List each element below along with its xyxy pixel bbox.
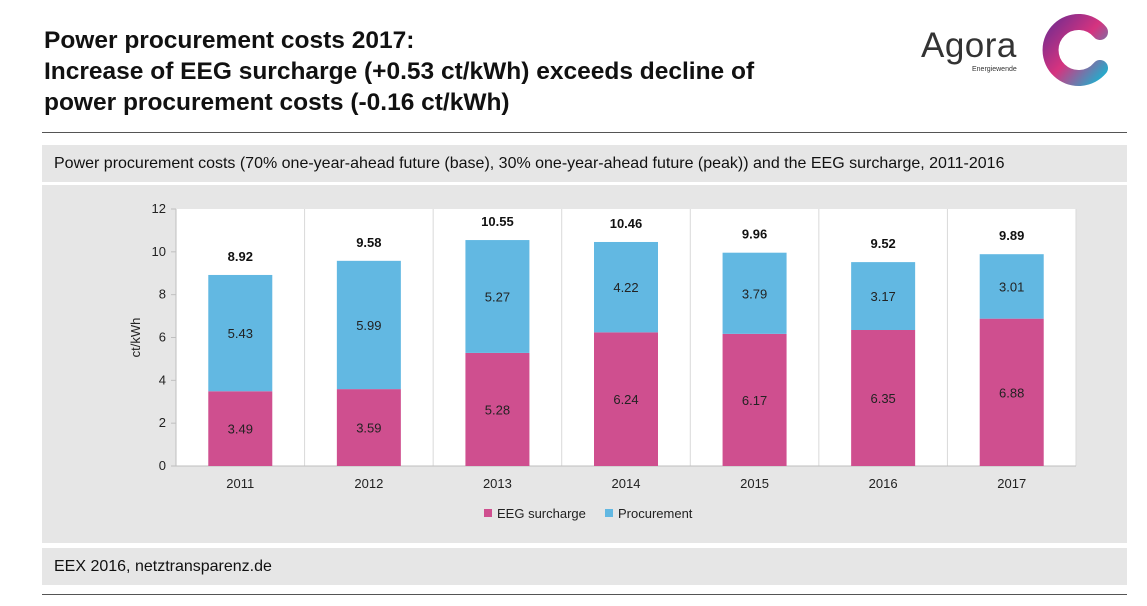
title-line-1: Power procurement costs 2017:	[44, 27, 415, 54]
bar-procurement	[851, 262, 916, 331]
y-tick-label: 8	[159, 287, 166, 302]
bar-data-label: 3.79	[742, 286, 767, 301]
logo-c-icon	[1042, 14, 1108, 86]
y-tick-label: 0	[159, 458, 166, 473]
bar-eeg-surcharge	[851, 330, 916, 466]
bar-data-label: 3.59	[356, 421, 381, 436]
bar-eeg-surcharge	[208, 391, 273, 466]
y-tick-label: 6	[159, 330, 166, 345]
bar-total-label: 9.89	[999, 228, 1024, 243]
bar-procurement	[465, 240, 530, 353]
bar-eeg-surcharge	[465, 352, 530, 466]
bar-procurement	[979, 254, 1044, 319]
x-tick-label: 2016	[869, 476, 898, 491]
x-tick-label: 2014	[612, 476, 641, 491]
source-note: EEX 2016, netztransparenz.de	[54, 558, 272, 575]
legend-label: EEG surcharge	[497, 506, 586, 521]
x-tick-label: 2017	[997, 476, 1026, 491]
logo-subtext: Energiewende	[972, 66, 1017, 73]
chart-panel: 0 2 4 6 8 10 12 ct/kWh 3.49 5.43 8.92 2011 3.59 5.99 9…	[42, 185, 1127, 543]
title-line-2: Increase of EEG surcharge (+0.53 ct/kWh)…	[44, 58, 755, 85]
legend-swatch	[484, 509, 492, 517]
footer-divider	[42, 594, 1127, 595]
bar-data-label: 5.99	[356, 318, 381, 333]
title-line-3: power procurement costs (-0.16 ct/kWh)	[44, 89, 510, 116]
subtitle-bar: Power procurement costs (70% one-year-ah…	[42, 145, 1127, 182]
agora-logo: Agora Energiewende	[918, 10, 1128, 90]
bar-data-label: 5.43	[228, 326, 253, 341]
bar-total-label: 9.58	[356, 235, 381, 250]
bar-procurement	[594, 241, 658, 333]
bar-data-label: 6.88	[999, 385, 1024, 400]
bar-data-label: 5.27	[485, 289, 510, 304]
bar-eeg-surcharge	[594, 332, 658, 466]
bar-total-label: 10.55	[481, 214, 514, 229]
bar-data-label: 4.22	[613, 280, 638, 295]
bar-eeg-surcharge	[722, 333, 787, 466]
legend-swatch	[605, 509, 613, 517]
x-tick-label: 2012	[354, 476, 383, 491]
x-tick-label: 2013	[483, 476, 512, 491]
x-tick-label: 2015	[740, 476, 769, 491]
bar-eeg-surcharge	[336, 389, 401, 466]
bar-data-label: 3.01	[999, 279, 1024, 294]
y-axis-title: ct/kWh	[128, 318, 143, 358]
header-divider	[42, 132, 1127, 133]
bar-data-label: 6.24	[613, 392, 638, 407]
chart-subtitle: Power procurement costs (70% one-year-ah…	[54, 155, 1005, 172]
bar-procurement	[722, 252, 787, 334]
page-title: Power procurement costs 2017: Increase o…	[44, 25, 904, 118]
y-tick-label: 4	[159, 372, 166, 387]
y-tick-label: 10	[152, 244, 166, 259]
bar-total-label: 8.92	[228, 249, 253, 264]
bar-data-label: 5.28	[485, 402, 510, 417]
bar-total-label: 9.52	[870, 236, 895, 251]
bar-data-label: 3.17	[870, 289, 895, 304]
bar-data-label: 6.17	[742, 393, 767, 408]
source-bar: EEX 2016, netztransparenz.de	[42, 548, 1127, 585]
y-tick-label: 2	[159, 415, 166, 430]
stacked-bar-chart: 0 2 4 6 8 10 12 ct/kWh 3.49 5.43 8.92 2011 3.59 5.99 9…	[128, 201, 1077, 521]
bar-data-label: 3.49	[228, 422, 253, 437]
bar-data-label: 6.35	[870, 391, 895, 406]
logo-wordmark: Agora	[921, 26, 1017, 65]
bar-procurement	[208, 274, 273, 392]
bar-procurement	[336, 260, 401, 390]
x-tick-label: 2011	[226, 476, 254, 491]
bar-total-label: 10.46	[610, 216, 643, 231]
y-tick-label: 12	[152, 201, 166, 216]
legend-label: Procurement	[618, 506, 693, 521]
bar-eeg-surcharge	[979, 318, 1044, 466]
bar-total-label: 9.96	[742, 227, 767, 242]
